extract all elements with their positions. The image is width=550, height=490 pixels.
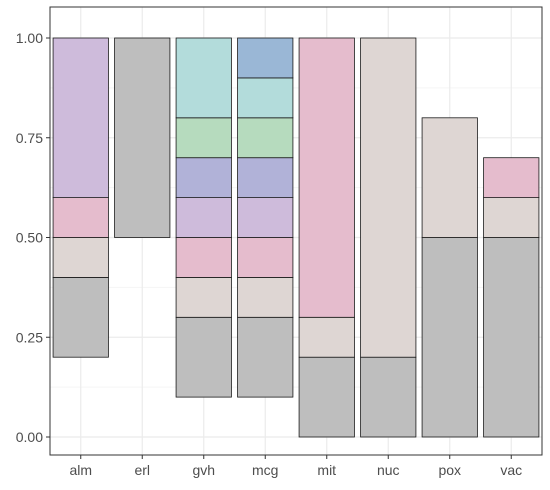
bar-segment-mcg [237,37,294,79]
y-tick-label: 0.50 [16,230,43,246]
x-tick-label-nuc: nuc [377,462,400,478]
bar-segment-erl [114,37,171,238]
bar-segment-alm [52,37,109,199]
bar-segments [52,37,540,438]
bar-segment-gvh [175,276,232,318]
y-tick-label: 0.25 [16,329,43,345]
bar-segment-mcg [237,197,294,238]
bar-segment-mcg [237,157,294,198]
x-tick-label-mcg: mcg [252,462,278,478]
x-tick-label-mit: mit [317,462,336,478]
bar-segment-mcg [237,77,294,119]
y-tick-label: 1.00 [16,30,43,46]
bar-segment-nuc [360,356,417,438]
bar-segment-mcg [237,276,294,318]
bar-segment-alm [52,237,109,278]
bar-segment-gvh [175,37,232,119]
x-tick-label-gvh: gvh [192,462,215,478]
x-axis: alm erl gvh mcg mit nuc pox vac [69,455,522,478]
bar-segment-nuc [360,37,417,358]
x-tick-label-vac: vac [500,462,522,478]
bar-segment-vac [483,157,540,198]
bar-segment-mit [298,356,355,438]
bar-segment-alm [52,197,109,238]
bar-segment-vac [483,237,540,438]
bar-segment-mcg [237,316,294,398]
bar-segment-alm [52,276,109,358]
bar-segment-mcg [237,117,294,159]
x-tick-label-pox: pox [438,462,461,478]
bar-segment-gvh [175,316,232,398]
bar-segment-mit [298,316,355,358]
bar-segment-vac [483,197,540,238]
bar-segment-pox [421,237,478,438]
y-tick-label: 0.75 [16,130,43,146]
bar-segment-gvh [175,157,232,198]
panel-border [49,6,543,456]
bar-segment-gvh [175,197,232,238]
y-axis: 0.00 0.25 0.50 0.75 1.00 [16,30,50,445]
x-tick-label-erl: erl [134,462,150,478]
y-tick-label: 0.00 [16,429,43,445]
bar-segment-mcg [237,237,294,278]
bar-segment-pox [421,117,478,238]
bar-segment-mit [298,37,355,318]
bar-segment-gvh [175,117,232,159]
bar-segment-gvh [175,237,232,278]
x-tick-label-alm: alm [69,462,92,478]
